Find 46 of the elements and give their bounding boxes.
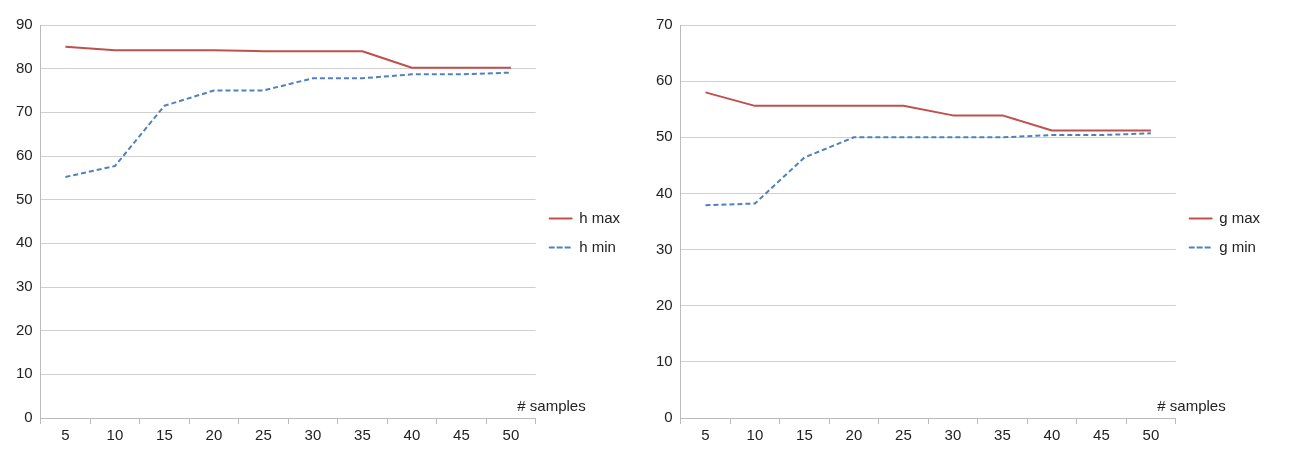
x-tick-label: 15 [796, 426, 813, 444]
x-tick-label: 40 [1043, 426, 1061, 444]
x-tick-label: 5 [61, 426, 70, 444]
x-tick-label: 10 [746, 426, 764, 444]
y-tick-label: 50 [16, 189, 33, 207]
y-tick-label: 70 [16, 102, 33, 120]
x-tick-label: 5 [701, 426, 710, 444]
x-tick-label: 30 [944, 426, 962, 444]
x-tick-label: 25 [895, 426, 912, 444]
x-axis-title: # samples [517, 396, 586, 414]
line-series [64, 71, 512, 178]
y-tick-label: 90 [16, 15, 33, 33]
x-tick-label: 25 [255, 426, 272, 444]
y-tick-label: 10 [656, 352, 673, 369]
x-tick-label: 30 [304, 426, 322, 444]
y-tick-label: 60 [656, 71, 673, 89]
x-tick-label: 35 [994, 426, 1011, 444]
x-tick-label: 45 [453, 426, 470, 444]
legend-label: g min [1219, 237, 1256, 255]
x-axis-title: # samples [1157, 396, 1226, 414]
y-tick-label: 20 [656, 295, 673, 313]
x-tick-label: 50 [1142, 426, 1160, 444]
y-tick-label: 40 [16, 233, 33, 251]
y-tick-label: 30 [656, 239, 673, 257]
x-tick-label: 45 [1093, 426, 1110, 444]
x-tick-label: 50 [502, 426, 520, 444]
y-tick-label: 0 [664, 408, 673, 426]
y-tick-label: 50 [656, 127, 673, 145]
x-tick-label: 15 [156, 426, 173, 444]
y-tick-label: 70 [656, 15, 673, 33]
x-tick-label: 20 [845, 426, 863, 444]
line-series [704, 132, 1152, 207]
legend-label: g max [1219, 208, 1261, 226]
y-tick-label: 0 [24, 408, 33, 426]
x-tick-label: 20 [205, 426, 223, 444]
y-tick-label: 40 [656, 183, 673, 201]
y-tick-label: 80 [16, 58, 33, 76]
y-tick-label: 60 [16, 146, 33, 164]
x-tick-label: 10 [106, 426, 124, 444]
y-tick-label: 10 [16, 364, 33, 382]
x-tick-label: 40 [403, 426, 421, 444]
legend-label: h min [579, 237, 616, 255]
x-tick-label: 35 [354, 426, 371, 444]
y-tick-label: 20 [16, 320, 33, 338]
y-tick-label: 30 [16, 277, 33, 295]
legend-label: h max [579, 208, 621, 226]
